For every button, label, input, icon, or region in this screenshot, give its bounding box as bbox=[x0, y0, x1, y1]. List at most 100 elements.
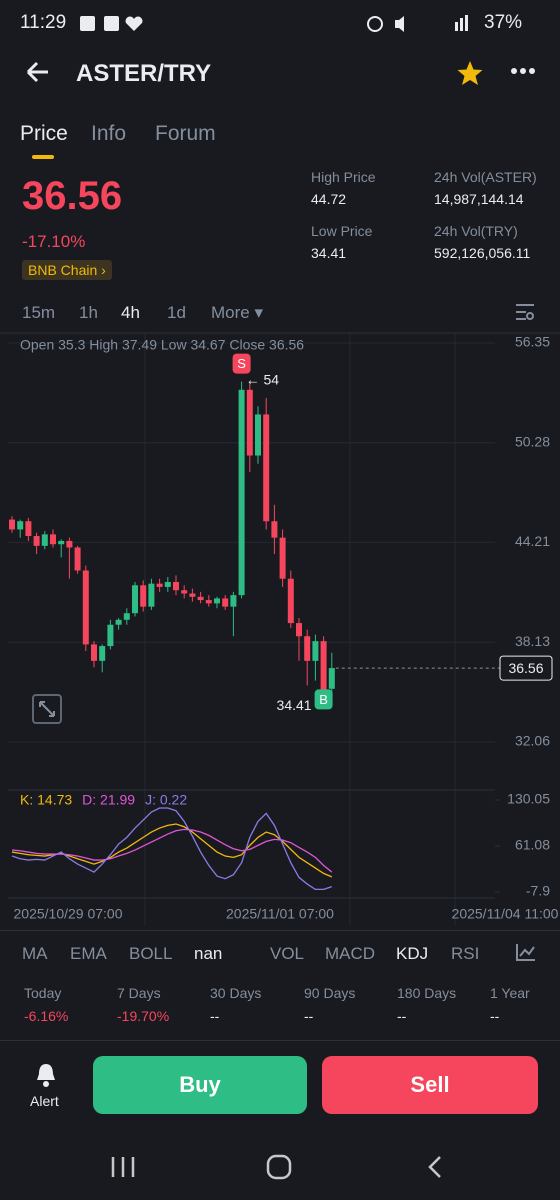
candle-body bbox=[255, 414, 261, 456]
candle-body bbox=[238, 389, 245, 596]
y-tick-label: 38.13 bbox=[515, 633, 550, 649]
interval[interactable]: More ▾ bbox=[211, 303, 263, 322]
indicator[interactable]: nan bbox=[194, 944, 223, 963]
buy-button[interactable]: Buy bbox=[93, 1056, 307, 1114]
network-badge[interactable]: BNB Chain › bbox=[22, 260, 112, 280]
candle-body bbox=[156, 583, 163, 587]
indicator[interactable]: RSI bbox=[451, 944, 480, 963]
sell-marker bbox=[232, 353, 251, 374]
candle-body bbox=[214, 598, 220, 604]
perf-value: -- bbox=[397, 1008, 407, 1024]
stat-label: 24h Vol(ASTER) bbox=[434, 169, 537, 185]
y-tick-label: 32.06 bbox=[515, 733, 550, 749]
buy-label: Buy bbox=[179, 1072, 221, 1097]
indicator[interactable]: EMA bbox=[70, 944, 107, 963]
sell-marker-label: S bbox=[237, 356, 246, 371]
candle-body bbox=[320, 641, 327, 691]
tab[interactable]: Info bbox=[91, 122, 127, 145]
candle-body bbox=[33, 536, 40, 546]
interval[interactable]: 15m bbox=[22, 303, 56, 322]
fullscreen-button[interactable] bbox=[32, 694, 62, 724]
sell-button[interactable]: Sell bbox=[322, 1056, 538, 1114]
stat-value: 44.72 bbox=[311, 191, 347, 207]
status-time: 11:29 bbox=[20, 12, 67, 33]
candle-body bbox=[107, 624, 114, 647]
candle-body bbox=[287, 578, 294, 624]
candle-body bbox=[296, 623, 302, 637]
perf-label: 1 Year bbox=[490, 985, 530, 1001]
candle-body bbox=[312, 641, 319, 661]
indicator[interactable]: VOL bbox=[270, 944, 305, 963]
candle-body bbox=[263, 414, 270, 522]
candle-body bbox=[304, 636, 311, 661]
y-tick-label: 50.28 bbox=[515, 433, 550, 449]
indicator[interactable]: KDJ bbox=[396, 944, 429, 963]
candle-body bbox=[148, 583, 155, 607]
buy-marker bbox=[314, 689, 333, 710]
favorite-star[interactable] bbox=[456, 60, 484, 86]
candle-body bbox=[91, 644, 97, 661]
candle-body bbox=[115, 619, 122, 625]
interval[interactable]: 1h bbox=[79, 303, 98, 322]
tab[interactable]: Price bbox=[20, 122, 68, 145]
alert-label[interactable]: Alert bbox=[30, 1093, 59, 1109]
pair-title: ASTER/TRY bbox=[76, 60, 212, 87]
perf-label: 7 Days bbox=[117, 985, 161, 1001]
x-tick-label: 2025/10/29 07:00 bbox=[14, 906, 123, 922]
last-price-box bbox=[499, 655, 553, 681]
legend-entry: J: 0.22 bbox=[145, 792, 187, 808]
stat-value: 592,126,056.11 bbox=[434, 245, 531, 261]
candle-body bbox=[99, 646, 106, 661]
kdj-line bbox=[11, 807, 333, 891]
y-tick-label: 61.08 bbox=[515, 837, 550, 853]
candle-body bbox=[17, 521, 24, 530]
stat-value: 14,987,144.14 bbox=[434, 191, 524, 207]
candle-body bbox=[246, 389, 253, 456]
candle-body bbox=[74, 547, 81, 571]
indicator-settings[interactable] bbox=[515, 942, 537, 962]
stat-label: High Price bbox=[311, 169, 376, 185]
network-label: BNB Chain bbox=[28, 262, 98, 278]
stat-label: 24h Vol(TRY) bbox=[434, 223, 518, 239]
indicator[interactable]: BOLL bbox=[129, 944, 173, 963]
candle-body bbox=[230, 595, 237, 607]
candle-body bbox=[123, 613, 130, 620]
perf-label: 30 Days bbox=[210, 985, 262, 1001]
indicator[interactable]: MACD bbox=[325, 944, 376, 963]
candle-body bbox=[205, 600, 212, 604]
alert-icon[interactable] bbox=[35, 1062, 57, 1088]
stat-label: Low Price bbox=[311, 223, 373, 239]
tab-indicator bbox=[32, 155, 54, 159]
status-icons bbox=[80, 16, 143, 31]
divider bbox=[0, 1040, 560, 1041]
candle-body bbox=[181, 590, 188, 594]
more-menu[interactable] bbox=[510, 66, 536, 76]
y-tick-label: 56.35 bbox=[515, 334, 550, 350]
y-tick-label: 130.05 bbox=[507, 791, 550, 807]
sell-label: Sell bbox=[410, 1072, 450, 1097]
indicator[interactable]: MA bbox=[22, 944, 48, 963]
candle-body bbox=[41, 534, 48, 546]
candle-body bbox=[9, 519, 15, 530]
back-button[interactable] bbox=[24, 60, 52, 84]
perf-value: -6.16% bbox=[24, 1008, 69, 1024]
candle-body bbox=[271, 521, 278, 538]
status-icons-right bbox=[367, 15, 468, 32]
perf-label: Today bbox=[24, 985, 62, 1001]
candle-body bbox=[82, 570, 89, 645]
settings-icon[interactable] bbox=[514, 302, 536, 322]
interval[interactable]: 1d bbox=[167, 303, 186, 322]
perf-value: -- bbox=[210, 1008, 220, 1024]
perf-value: -- bbox=[490, 1008, 500, 1024]
status-battery: 37% bbox=[484, 12, 523, 33]
candle-body bbox=[66, 540, 73, 548]
stat-value: 34.41 bbox=[311, 245, 347, 261]
system-nav bbox=[111, 1154, 441, 1180]
x-tick-label: 2025/11/04 11:00 bbox=[452, 906, 559, 922]
candle-body bbox=[132, 585, 138, 614]
candle-body bbox=[164, 582, 171, 587]
interval[interactable]: 4h bbox=[121, 303, 140, 322]
tab[interactable]: Forum bbox=[155, 122, 216, 145]
price-change: -17.10% bbox=[22, 232, 86, 251]
legend-entry: K: 14.73 bbox=[20, 792, 72, 808]
